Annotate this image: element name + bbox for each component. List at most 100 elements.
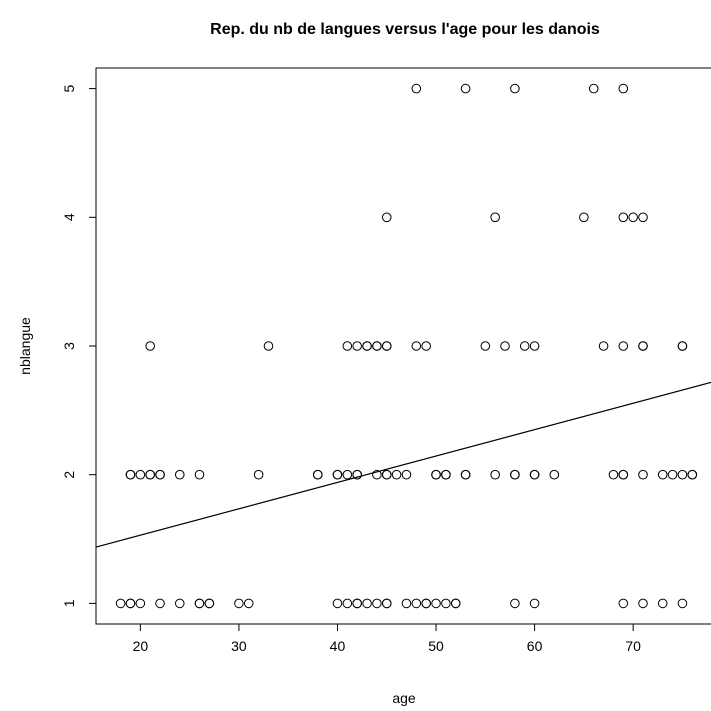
data-point	[510, 598, 520, 609]
data-point	[638, 469, 648, 480]
data-point	[145, 469, 156, 480]
data-point	[421, 598, 431, 609]
data-point	[618, 341, 629, 351]
data-point	[234, 598, 244, 609]
data-point	[391, 469, 402, 480]
data-point	[510, 469, 520, 480]
y-tick-label: 5	[61, 84, 77, 92]
data-point	[263, 341, 274, 351]
data-point	[618, 469, 629, 480]
data-point	[174, 469, 185, 480]
x-tick-label: 30	[231, 638, 247, 654]
chart-title: Rep. du nb de langues versus l'age pour …	[210, 21, 600, 38]
data-point	[362, 598, 372, 609]
data-point	[342, 469, 353, 480]
data-point	[431, 469, 441, 480]
y-axis: 1 2 3 4 5	[61, 84, 96, 607]
data-point	[677, 598, 688, 609]
data-point	[638, 212, 648, 223]
data-point	[381, 598, 392, 609]
data-point	[618, 598, 629, 609]
data-point	[490, 469, 500, 480]
data-point	[204, 598, 215, 609]
data-point	[667, 469, 678, 480]
data-point	[381, 469, 392, 480]
x-axis: 20 30 40 50 60 70	[133, 624, 641, 654]
data-point	[519, 341, 530, 351]
data-point	[529, 341, 540, 351]
data-point	[332, 469, 343, 480]
data-point	[145, 341, 156, 351]
data-point	[687, 469, 698, 480]
data-point	[342, 341, 353, 351]
data-point	[411, 83, 422, 94]
data-point	[243, 598, 254, 609]
data-point	[174, 598, 185, 609]
data-point	[253, 469, 264, 480]
data-point	[401, 469, 412, 480]
data-point	[125, 598, 136, 609]
data-point	[362, 341, 372, 351]
data-point	[441, 598, 451, 609]
data-point	[510, 83, 520, 94]
data-point	[490, 212, 500, 223]
data-point	[638, 341, 648, 351]
y-tick-label: 3	[61, 342, 77, 350]
data-point	[411, 598, 422, 609]
data-point	[618, 83, 629, 94]
data-point	[332, 598, 343, 609]
data-point	[342, 598, 353, 609]
data-point	[372, 598, 382, 609]
data-point	[411, 341, 422, 351]
data-point	[579, 212, 589, 223]
x-tick-label: 20	[133, 638, 149, 654]
data-point	[352, 469, 362, 480]
data-point	[194, 469, 205, 480]
data-point	[677, 469, 688, 480]
data-point	[450, 598, 461, 609]
data-point	[352, 341, 362, 351]
data-point	[529, 598, 540, 609]
data-point	[352, 598, 362, 609]
x-axis-label: age	[392, 690, 416, 706]
x-tick-label: 60	[527, 638, 543, 654]
data-point	[125, 469, 136, 480]
y-tick-label: 4	[61, 213, 77, 221]
data-point	[608, 469, 619, 480]
data-point	[677, 341, 688, 351]
data-point	[381, 341, 392, 351]
x-tick-label: 50	[428, 638, 444, 654]
x-tick-label: 40	[330, 638, 346, 654]
data-point	[529, 469, 540, 480]
data-point	[480, 341, 491, 351]
data-point	[657, 469, 668, 480]
data-point	[441, 469, 451, 480]
data-point	[381, 212, 392, 223]
data-point	[421, 341, 431, 351]
data-point	[155, 469, 165, 480]
data-point	[460, 83, 471, 94]
data-point	[588, 83, 599, 94]
data-point	[549, 469, 560, 480]
data-point	[598, 341, 609, 351]
data-points	[115, 83, 698, 609]
data-point	[638, 598, 648, 609]
y-tick-label: 2	[61, 471, 77, 479]
regression-line	[95, 381, 711, 548]
data-point	[618, 212, 629, 223]
data-point	[500, 341, 510, 351]
data-point	[401, 598, 412, 609]
y-axis-label: nblangue	[17, 317, 33, 375]
data-point	[194, 598, 205, 609]
data-point	[135, 469, 146, 480]
data-point	[657, 598, 668, 609]
data-point	[372, 341, 382, 351]
data-point	[372, 469, 382, 480]
data-point	[460, 469, 471, 480]
x-tick-label: 70	[625, 638, 641, 654]
data-point	[628, 212, 638, 223]
data-point	[155, 598, 165, 609]
data-point	[431, 598, 441, 609]
data-point	[135, 598, 146, 609]
